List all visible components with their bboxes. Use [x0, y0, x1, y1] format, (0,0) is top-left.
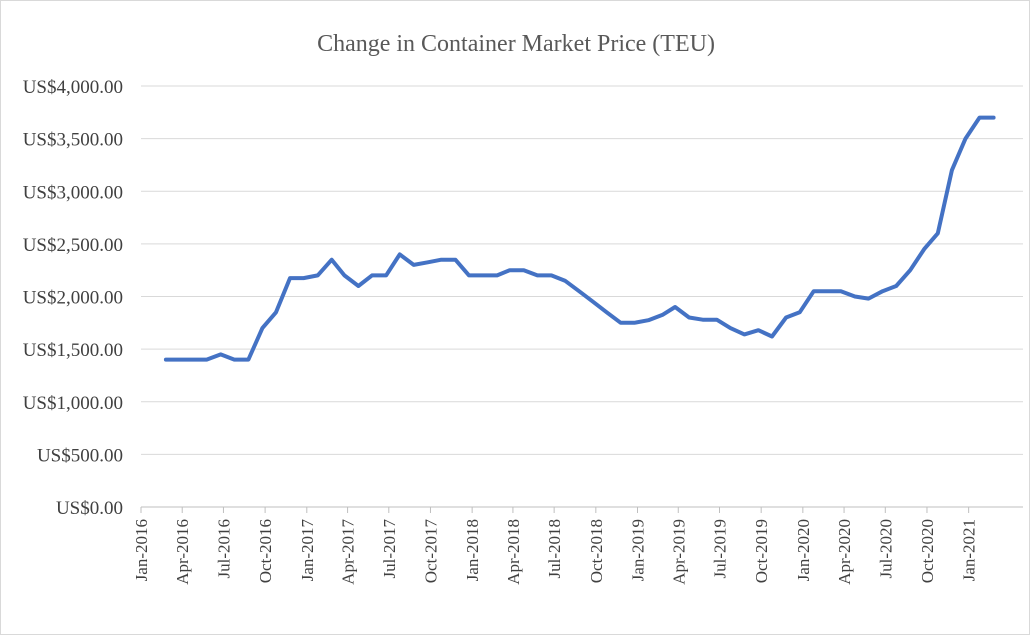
- x-tick-label: Apr-2018: [504, 519, 523, 585]
- y-tick-label: US$3,500.00: [23, 130, 123, 151]
- y-tick-label: US$0.00: [56, 498, 123, 519]
- x-tick-label: Oct-2016: [256, 519, 275, 583]
- x-tick-label: Jan-2017: [298, 519, 317, 582]
- y-tick-label: US$3,000.00: [23, 182, 123, 203]
- x-tick-label: Jul-2020: [876, 519, 895, 579]
- x-tick-label: Oct-2018: [587, 519, 606, 583]
- series-area: [163, 115, 996, 362]
- x-tick-label: Apr-2016: [173, 519, 192, 585]
- gridlines: [141, 85, 1023, 455]
- x-axis: Jan-2016 Apr-2016 Jul-2016 Oct-2016 Jan-2017…: [132, 506, 1023, 585]
- x-tick-label: Jan-2020: [794, 519, 813, 581]
- x-tick-label: Jan-2019: [628, 519, 647, 581]
- x-tick-label: Jul-2019: [710, 519, 729, 579]
- series-line: [163, 115, 996, 362]
- x-tick-label: Jan-2021: [960, 519, 979, 581]
- x-tick-label: Oct-2017: [421, 519, 440, 584]
- x-tick-label: Jan-2016: [132, 519, 151, 581]
- x-tick-label: Apr-2020: [835, 519, 854, 585]
- y-tick-label: US$2,500.00: [23, 235, 123, 256]
- y-tick-label: US$1,500.00: [23, 340, 123, 361]
- chart-title: Change in Container Market Price (TEU): [317, 31, 715, 57]
- y-tick-label: US$1,000.00: [23, 393, 123, 414]
- x-tick-label: Apr-2017: [339, 519, 358, 585]
- y-axis-labels: US$0.00 US$500.00 US$1,000.00 US$1,500.00 US…: [23, 77, 123, 519]
- x-tick-label: Oct-2019: [752, 519, 771, 583]
- x-tick-label: Jul-2017: [380, 519, 399, 579]
- y-tick-label: US$2,000.00: [23, 288, 123, 309]
- x-tick-label: Jul-2018: [545, 519, 564, 579]
- x-tick-label: Jul-2016: [214, 519, 233, 579]
- y-tick-label: US$500.00: [37, 445, 123, 466]
- x-tick-label: Oct-2020: [918, 519, 937, 583]
- y-tick-label: US$4,000.00: [23, 77, 123, 98]
- x-tick-label: Jan-2018: [463, 519, 482, 581]
- x-tick-label: Apr-2019: [669, 519, 688, 585]
